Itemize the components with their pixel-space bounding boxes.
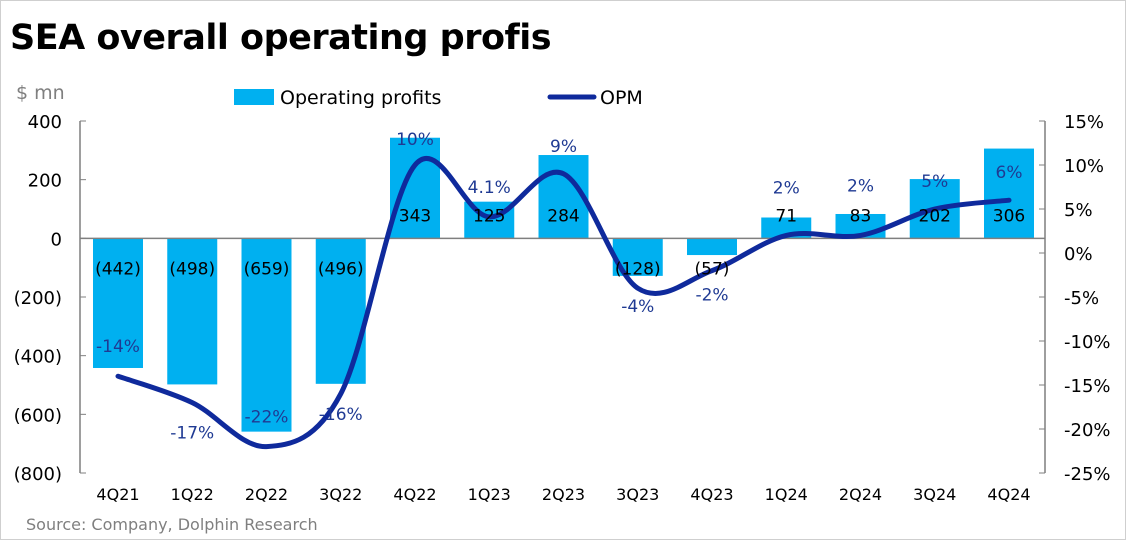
bar-label: 71 [775, 206, 797, 226]
opm-label: 9% [550, 137, 577, 157]
bar [390, 137, 440, 239]
opm-label: 2% [847, 176, 874, 196]
x-tick-label: 1Q24 [765, 485, 808, 504]
opm-label: 5% [921, 172, 948, 192]
x-tick-label: 4Q22 [393, 485, 436, 504]
opm-label: 10% [396, 130, 434, 150]
x-tick-label: 4Q21 [96, 485, 139, 504]
opm-label: -2% [695, 286, 728, 306]
unit-label: $ mn [16, 82, 65, 104]
y-left-tick-label: (800) [14, 464, 62, 485]
x-tick-label: 3Q23 [616, 485, 659, 504]
y-right-tick-label: -25% [1064, 464, 1111, 485]
x-tick-label: 1Q23 [468, 485, 511, 504]
bar [687, 238, 737, 256]
y-right-tick-label: 10% [1064, 156, 1104, 177]
bar [241, 238, 292, 432]
opm-line [115, 156, 1012, 450]
opm-label: -14% [96, 337, 140, 357]
bar-label: 83 [850, 206, 872, 226]
y-right-tick-label: -5% [1064, 288, 1099, 309]
y-left-tick-label: (600) [14, 405, 62, 426]
opm-label: -16% [319, 405, 363, 425]
bar-label: (128) [615, 259, 661, 279]
legend-swatch-bars [234, 89, 274, 105]
bar [315, 238, 366, 384]
bar [984, 148, 1034, 239]
y-left-tick-label: 200 [28, 171, 62, 192]
bar-label: 306 [993, 206, 1025, 226]
y-right-tick-label: -20% [1064, 420, 1111, 441]
opm-label: -22% [245, 408, 289, 428]
bar [538, 155, 589, 239]
y-left-tick-label: (400) [14, 347, 62, 368]
x-tick-label: 3Q22 [319, 485, 362, 504]
x-tick-label: 2Q22 [245, 485, 288, 504]
chart-title: SEA overall operating profis [10, 18, 552, 58]
opm-label: 6% [996, 163, 1023, 183]
bar-label: (442) [95, 259, 141, 279]
opm-label: -4% [621, 297, 654, 317]
y-right-tick-label: -15% [1064, 376, 1111, 397]
opm-label: 4.1% [468, 178, 511, 198]
y-left-tick-label: 0 [51, 229, 62, 250]
x-tick-label: 2Q24 [839, 485, 882, 504]
y-left-tick-label: 400 [28, 112, 62, 133]
bar-label: (57) [695, 259, 730, 279]
y-left-tick-label: (200) [14, 288, 62, 309]
y-right-tick-label: -10% [1064, 332, 1111, 353]
legend-label-bars: Operating profits [280, 87, 441, 109]
opm-label: -17% [170, 424, 214, 444]
x-tick-label: 3Q24 [913, 485, 956, 504]
bar [93, 238, 143, 368]
x-tick-label: 4Q24 [987, 485, 1030, 504]
y-right-tick-label: 0% [1064, 244, 1093, 265]
bar-label: (498) [169, 259, 215, 279]
bar-label: 284 [547, 206, 579, 226]
bar-label: 125 [473, 206, 505, 226]
x-tick-label: 2Q23 [542, 485, 585, 504]
bar-label: (659) [244, 259, 290, 279]
x-tick-label: 4Q23 [690, 485, 733, 504]
y-right-tick-label: 5% [1064, 200, 1093, 221]
bar [167, 238, 218, 385]
bar-label: (496) [318, 259, 364, 279]
legend: Operating profits OPM [234, 87, 643, 109]
y-right-tick-label: 15% [1064, 112, 1104, 133]
bar-label: 202 [919, 206, 951, 226]
opm-label: 2% [773, 178, 800, 198]
x-tick-label: 1Q22 [171, 485, 214, 504]
bar-label: 343 [399, 206, 431, 226]
legend-label-line: OPM [600, 87, 643, 109]
source-note: Source: Company, Dolphin Research [26, 515, 318, 534]
